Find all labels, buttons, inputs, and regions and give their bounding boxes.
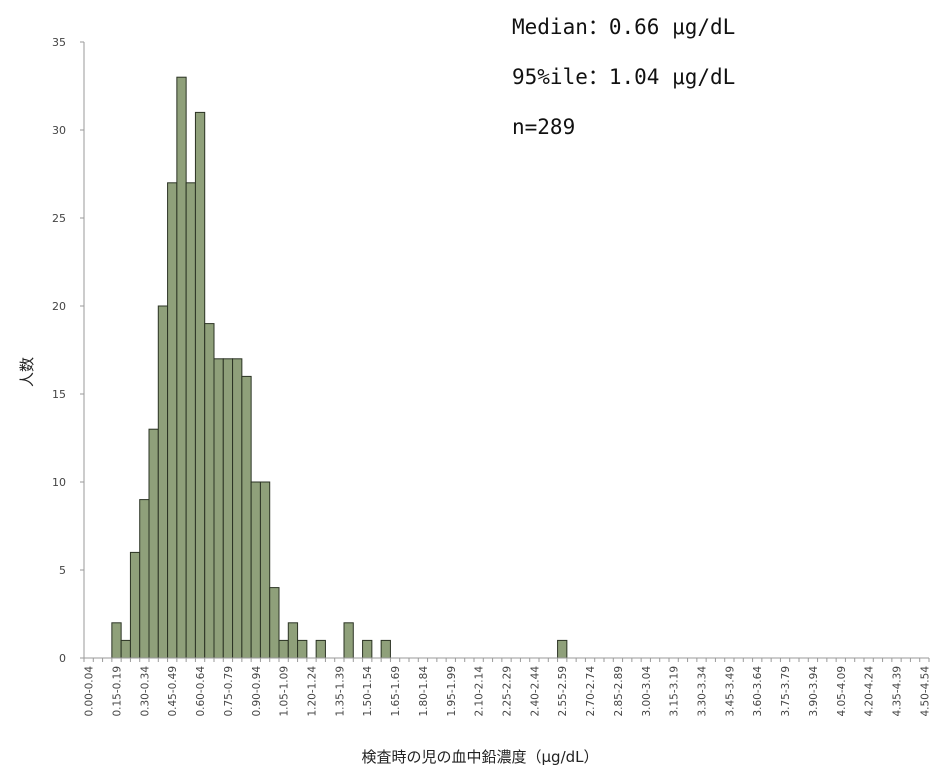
x-tick-label: 2.70-2.74: [585, 666, 597, 717]
y-tick-label: 20: [52, 300, 66, 313]
x-tick-label: 1.80-1.84: [418, 666, 430, 717]
x-axis-label: 検査時の児の血中鉛濃度（μg/dL）: [362, 748, 599, 766]
x-tick-label: 4.20-4.24: [864, 666, 876, 717]
x-tick-label: 2.10-2.14: [474, 666, 486, 717]
histogram-bar: [557, 639, 568, 659]
histogram-bar: [120, 639, 131, 659]
histogram-bar: [176, 76, 187, 659]
x-tick-label: 1.95-1.99: [446, 666, 458, 717]
x-tick-label: 3.45-3.49: [724, 666, 736, 717]
histogram-bar: [129, 551, 141, 659]
histogram-bar: [343, 622, 354, 659]
histogram-bar: [287, 622, 299, 659]
y-axis-label: 人数: [18, 357, 36, 387]
bars-group: [111, 76, 568, 659]
histogram-bar: [241, 375, 252, 659]
x-tick-label: 1.20-1.24: [307, 666, 319, 717]
x-tick-label: 3.15-3.19: [669, 666, 681, 717]
histogram-bar: [167, 182, 178, 659]
histogram-bar: [250, 481, 261, 659]
x-tick-label: 3.30-3.34: [697, 666, 709, 717]
y-tick-label: 35: [52, 36, 66, 49]
x-tick-label: 0.60-0.64: [195, 666, 207, 717]
x-tick-label: 4.05-4.09: [836, 666, 848, 717]
x-ticks-group: 0.00-0.04 0.15-0.19 0.30-0.34 0.45-0.49 0.60…: [83, 658, 931, 717]
x-tick-label: 4.35-4.39: [892, 666, 904, 717]
histogram-bar: [111, 622, 122, 659]
x-tick-label: 3.90-3.94: [808, 666, 820, 717]
histogram-bar: [204, 323, 215, 659]
histogram-bar: [185, 182, 196, 659]
histogram-bar: [232, 358, 243, 659]
y-tick-label: 10: [52, 476, 66, 489]
x-tick-label: 1.65-1.69: [390, 666, 402, 717]
sample-size-annotation: n=289: [512, 115, 575, 139]
histogram-bar: [157, 305, 169, 659]
histogram-bar: [362, 639, 373, 659]
median-annotation: Median：0.66 μg/dL: [512, 15, 735, 39]
histogram-bar: [139, 499, 150, 659]
x-tick-label: 3.75-3.79: [780, 666, 792, 717]
x-tick-label: 2.55-2.59: [557, 666, 569, 717]
x-tick-label: 0.15-0.19: [112, 666, 124, 717]
y-tick-label: 25: [52, 212, 66, 225]
y-tick-label: 30: [52, 124, 66, 137]
x-tick-label: 3.60-3.64: [752, 666, 764, 717]
x-tick-label: 0.75-0.79: [223, 666, 235, 717]
histogram-bar: [380, 639, 391, 659]
x-tick-label: 0.45-0.49: [167, 666, 179, 717]
x-tick-label: 0.90-0.94: [251, 666, 263, 717]
histogram-bar: [259, 481, 271, 659]
histogram-bar: [194, 111, 206, 659]
x-tick-label: 2.25-2.29: [502, 666, 514, 717]
axes-group: [83, 42, 929, 659]
percentile-95-annotation: 95%ile：1.04 μg/dL: [512, 65, 735, 89]
y-tick-label: 15: [52, 388, 66, 401]
y-ticks-group: 0 5 10 15 20 25 30 35: [52, 36, 84, 665]
y-tick-label: 0: [59, 652, 66, 665]
x-tick-label: 3.00-3.04: [641, 666, 653, 717]
histogram-bar: [278, 639, 289, 659]
histogram-bar: [269, 587, 280, 659]
x-tick-label: 1.50-1.54: [362, 666, 374, 717]
x-tick-label: 2.40-2.44: [529, 666, 541, 717]
histogram-bar: [148, 428, 159, 659]
x-tick-label: 2.85-2.89: [613, 666, 625, 717]
x-tick-label: 0.30-0.34: [139, 666, 151, 717]
x-tick-label: 1.05-1.09: [279, 666, 291, 717]
histogram-bar: [315, 639, 326, 659]
y-tick-label: 5: [59, 564, 66, 577]
histogram-bar: [222, 358, 234, 659]
histogram-bar: [213, 358, 224, 659]
histogram-bar: [297, 639, 308, 659]
x-tick-label: 4.50-4.54: [919, 666, 931, 717]
x-tick-label: 0.00-0.04: [84, 666, 96, 717]
x-tick-label: 1.35-1.39: [334, 666, 346, 717]
